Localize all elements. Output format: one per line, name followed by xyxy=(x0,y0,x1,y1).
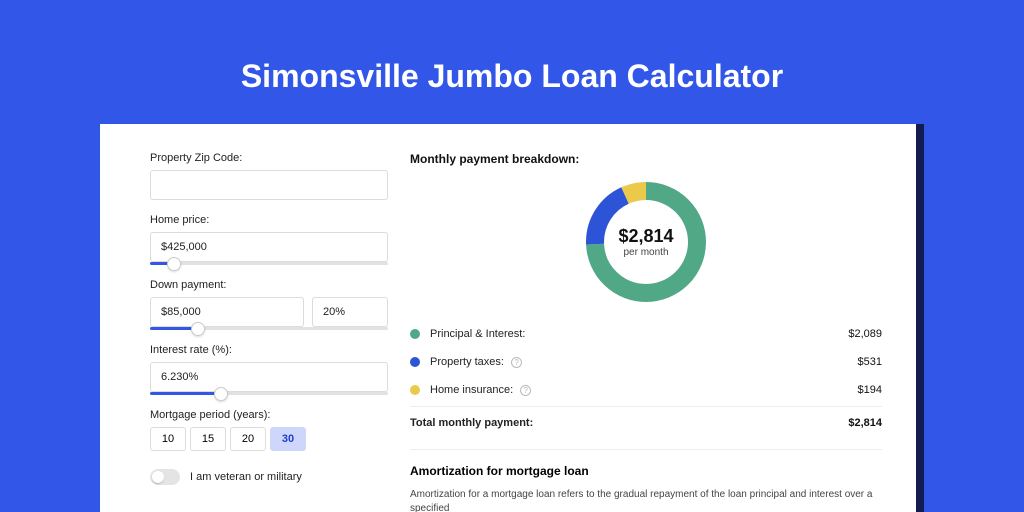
interest-rate-slider[interactable] xyxy=(150,392,388,395)
breakdown-panel: Monthly payment breakdown: $2,814 per mo… xyxy=(410,152,882,512)
period-label: Mortgage period (years): xyxy=(150,409,388,421)
veteran-label: I am veteran or military xyxy=(190,471,302,483)
breakdown-item-name: Principal & Interest: xyxy=(430,328,848,340)
total-row: Total monthly payment: $2,814 xyxy=(410,406,882,439)
slider-thumb[interactable] xyxy=(167,257,181,271)
donut-container: $2,814 per month xyxy=(410,174,882,320)
slider-thumb[interactable] xyxy=(191,322,205,336)
breakdown-heading: Monthly payment breakdown: xyxy=(410,152,882,166)
breakdown-rows: Principal & Interest:$2,089Property taxe… xyxy=(410,320,882,404)
amortization-heading: Amortization for mortgage loan xyxy=(410,464,882,478)
home-price-label: Home price: xyxy=(150,214,388,226)
down-payment-label: Down payment: xyxy=(150,279,388,291)
amortization-text: Amortization for a mortgage loan refers … xyxy=(410,488,882,512)
period-option-30[interactable]: 30 xyxy=(270,427,306,451)
breakdown-item-name: Home insurance: ? xyxy=(430,384,858,396)
payment-donut-chart: $2,814 per month xyxy=(586,182,706,302)
down-payment-percent-input[interactable] xyxy=(312,297,388,327)
info-icon[interactable]: ? xyxy=(520,385,531,396)
breakdown-item-value: $531 xyxy=(858,356,882,368)
legend-dot xyxy=(410,357,420,367)
interest-rate-group: Interest rate (%): xyxy=(150,344,388,395)
slider-thumb[interactable] xyxy=(214,387,228,401)
breakdown-row: Property taxes: ?$531 xyxy=(410,348,882,376)
total-label: Total monthly payment: xyxy=(410,417,848,429)
legend-dot xyxy=(410,329,420,339)
down-payment-amount-input[interactable] xyxy=(150,297,304,327)
page-background: Simonsville Jumbo Loan Calculator Proper… xyxy=(0,0,1024,512)
veteran-row: I am veteran or military xyxy=(150,469,388,485)
breakdown-row: Principal & Interest:$2,089 xyxy=(410,320,882,348)
zip-input[interactable] xyxy=(150,170,388,200)
donut-center-label: per month xyxy=(623,247,668,258)
zip-group: Property Zip Code: xyxy=(150,152,388,200)
breakdown-item-name: Property taxes: ? xyxy=(430,356,858,368)
period-options: 10152030 xyxy=(150,427,388,451)
total-value: $2,814 xyxy=(848,417,882,429)
period-group: Mortgage period (years): 10152030 xyxy=(150,409,388,451)
veteran-toggle[interactable] xyxy=(150,469,180,485)
breakdown-item-value: $194 xyxy=(858,384,882,396)
donut-center-value: $2,814 xyxy=(618,226,673,247)
down-payment-slider[interactable] xyxy=(150,327,388,330)
legend-dot xyxy=(410,385,420,395)
period-option-10[interactable]: 10 xyxy=(150,427,186,451)
home-price-slider[interactable] xyxy=(150,262,388,265)
breakdown-row: Home insurance: ?$194 xyxy=(410,376,882,404)
period-option-15[interactable]: 15 xyxy=(190,427,226,451)
home-price-input[interactable] xyxy=(150,232,388,262)
page-title: Simonsville Jumbo Loan Calculator xyxy=(0,0,1024,95)
period-option-20[interactable]: 20 xyxy=(230,427,266,451)
calculator-card: Property Zip Code: Home price: Down paym… xyxy=(100,124,916,512)
breakdown-item-value: $2,089 xyxy=(848,328,882,340)
donut-center: $2,814 per month xyxy=(586,182,706,302)
home-price-group: Home price: xyxy=(150,214,388,265)
info-icon[interactable]: ? xyxy=(511,357,522,368)
zip-label: Property Zip Code: xyxy=(150,152,388,164)
interest-rate-label: Interest rate (%): xyxy=(150,344,388,356)
amortization-section: Amortization for mortgage loan Amortizat… xyxy=(410,449,882,512)
down-payment-group: Down payment: xyxy=(150,279,388,330)
card-shadow: Property Zip Code: Home price: Down paym… xyxy=(100,124,924,512)
form-panel: Property Zip Code: Home price: Down paym… xyxy=(150,152,388,512)
interest-rate-input[interactable] xyxy=(150,362,388,392)
